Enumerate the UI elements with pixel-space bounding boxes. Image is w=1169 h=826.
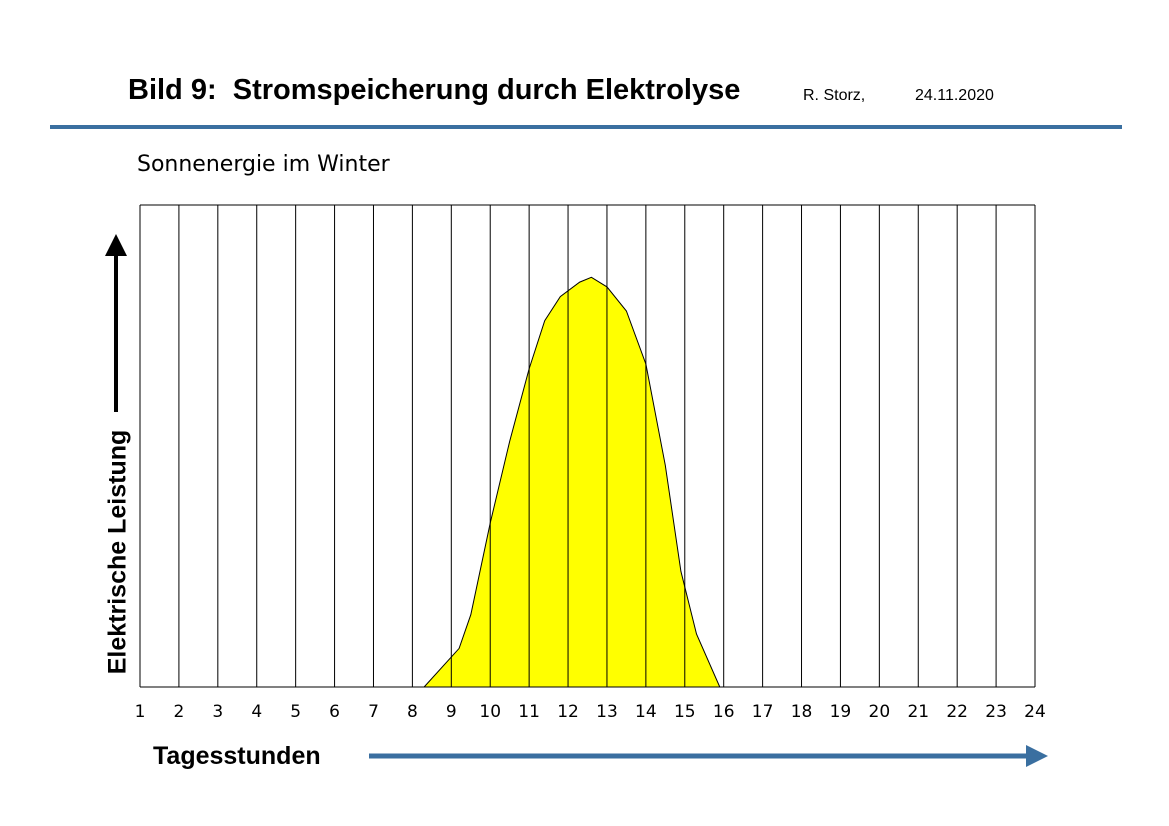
x-tick-label-17: 17 [752, 702, 774, 722]
header-divider [50, 125, 1122, 129]
x-tick-label-20: 20 [869, 702, 891, 722]
x-tick-label-19: 19 [830, 702, 852, 722]
x-tick-label-8: 8 [407, 702, 418, 722]
x-tick-label-12: 12 [557, 702, 579, 722]
x-tick-label-5: 5 [290, 702, 301, 722]
x-tick-label-24: 24 [1024, 702, 1046, 722]
y-axis-label: Elektrische Leistung [103, 429, 132, 675]
page-title: Bild 9: Stromspeicherung durch Elektroly… [128, 74, 741, 106]
x-tick-label-21: 21 [907, 702, 929, 722]
x-tick-label-7: 7 [368, 702, 379, 722]
series-area-0 [422, 276, 721, 688]
x-tick-label-9: 9 [446, 702, 457, 722]
x-tick-label-22: 22 [946, 702, 968, 722]
x-tick-label-14: 14 [635, 702, 657, 722]
x-axis-arrow-head [1026, 745, 1048, 767]
x-tick-label-1: 1 [135, 702, 146, 722]
x-tick-label-23: 23 [985, 702, 1007, 722]
x-tick-label-6: 6 [329, 702, 340, 722]
x-tick-label-18: 18 [791, 702, 813, 722]
date-label: 24.11.2020 [915, 87, 994, 104]
x-tick-label-2: 2 [173, 702, 184, 722]
x-tick-label-13: 13 [596, 702, 618, 722]
y-axis-arrow-head [105, 234, 127, 256]
chart-title: Sonnenergie im Winter [137, 152, 390, 177]
x-tick-label-16: 16 [713, 702, 735, 722]
x-tick-label-11: 11 [518, 702, 540, 722]
x-axis-label: Tagesstunden [153, 742, 321, 770]
plot-area [139, 204, 1036, 688]
x-tick-labels: 1 2 3 4 5 6 7 8 9 10 11 12 13 14 15 16 17 18 19 20 21 22 23 24 [135, 702, 1046, 722]
x-tick-label-15: 15 [674, 702, 696, 722]
x-tick-label-3: 3 [212, 702, 223, 722]
x-tick-label-10: 10 [479, 702, 501, 722]
author-label: R. Storz, [803, 87, 866, 104]
x-tick-label-4: 4 [251, 702, 262, 722]
